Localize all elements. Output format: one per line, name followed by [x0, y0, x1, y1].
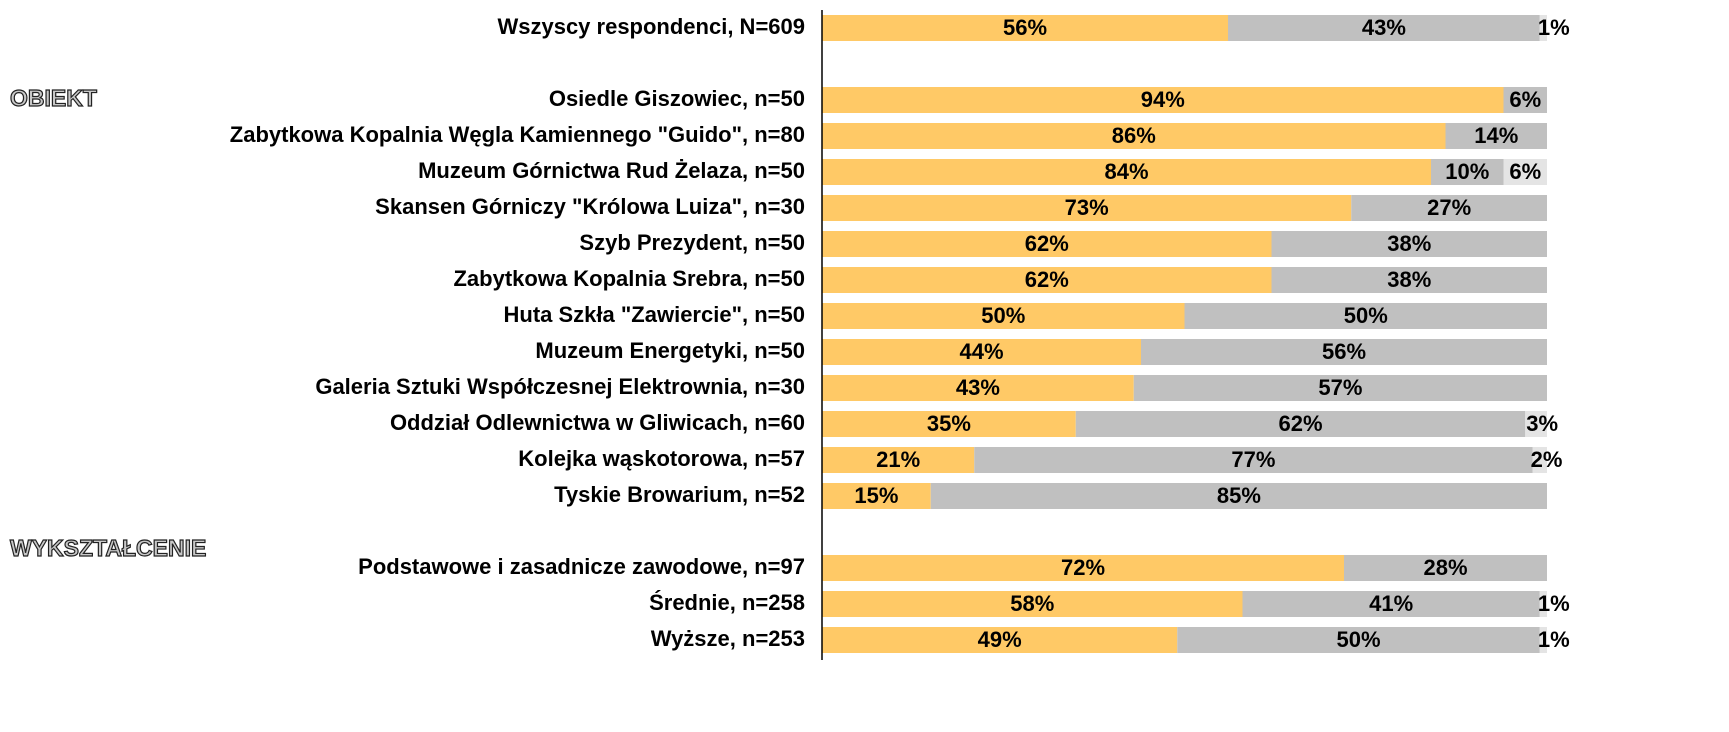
bar-segment — [822, 339, 1141, 365]
y-tick-label: Muzeum Górnictwa Rud Żelaza, n=50 — [418, 158, 805, 183]
bar-segment — [822, 15, 1228, 41]
bar-segment — [1177, 627, 1540, 653]
data-label: 62% — [1025, 267, 1069, 292]
bar-segment — [822, 231, 1272, 257]
bar-segment — [1075, 411, 1526, 437]
data-label: 57% — [1318, 375, 1362, 400]
y-tick-label: Tyskie Browarium, n=52 — [554, 482, 805, 507]
y-tick-label: Skansen Górniczy "Królowa Luiza", n=30 — [375, 194, 805, 219]
bar-segment — [822, 483, 931, 509]
data-label: 72% — [1061, 555, 1105, 580]
y-tick-label: Wszyscy respondenci, N=609 — [497, 14, 805, 39]
data-label: 85% — [1217, 483, 1261, 508]
data-label: 28% — [1423, 555, 1467, 580]
data-label: 27% — [1427, 195, 1471, 220]
y-tick-label: Galeria Sztuki Współczesnej Elektrownia,… — [315, 374, 805, 399]
data-label: 1% — [1538, 627, 1570, 652]
y-tick-label: Zabytkowa Kopalnia Węgla Kamiennego "Gui… — [230, 122, 805, 147]
bar-segment — [1445, 123, 1547, 149]
bar-segment — [1539, 15, 1547, 41]
bar-segment — [1351, 195, 1547, 221]
group-label: OBIEKT — [10, 85, 97, 111]
data-label: 62% — [1025, 231, 1069, 256]
data-label: 50% — [981, 303, 1025, 328]
y-tick-label: Wyższe, n=253 — [651, 626, 805, 651]
bar-segment — [822, 555, 1344, 581]
data-label: 35% — [927, 411, 971, 436]
bar-segment — [974, 447, 1533, 473]
bar-segment — [1532, 447, 1547, 473]
data-label: 94% — [1141, 87, 1185, 112]
y-tick-label: Szyb Prezydent, n=50 — [579, 230, 805, 255]
data-label: 10% — [1445, 159, 1489, 184]
data-label: 62% — [1278, 411, 1322, 436]
bar-segment — [1539, 591, 1547, 617]
bar-segment — [822, 159, 1431, 185]
bar-segment — [1525, 411, 1547, 437]
data-label: 41% — [1369, 591, 1413, 616]
bar-segment — [822, 447, 975, 473]
data-label: 14% — [1474, 123, 1518, 148]
data-label: 1% — [1538, 591, 1570, 616]
bar-segment — [822, 303, 1185, 329]
y-tick-label: Podstawowe i zasadnicze zawodowe, n=97 — [358, 554, 805, 579]
data-label: 49% — [978, 627, 1022, 652]
bar-segment — [1503, 87, 1547, 113]
bar-segment — [1271, 231, 1547, 257]
bar-segment — [1242, 591, 1540, 617]
bar-segment — [822, 627, 1178, 653]
bar-segment — [822, 267, 1272, 293]
data-label: 2% — [1531, 447, 1563, 472]
bar-segment — [1271, 267, 1547, 293]
group-label: WYKSZTAŁCENIE — [10, 535, 206, 561]
data-label: 56% — [1322, 339, 1366, 364]
data-label: 50% — [1344, 303, 1388, 328]
bar-segment — [1133, 375, 1547, 401]
bar-segment — [822, 591, 1243, 617]
data-label: 1% — [1538, 15, 1570, 40]
data-label: 43% — [956, 375, 1000, 400]
data-label: 38% — [1387, 231, 1431, 256]
y-tick-label: Zabytkowa Kopalnia Srebra, n=50 — [453, 266, 805, 291]
data-label: 86% — [1112, 123, 1156, 148]
bar-segment — [1539, 627, 1547, 653]
bar-segment — [822, 87, 1504, 113]
bar-segment — [822, 375, 1134, 401]
data-label: 56% — [1003, 15, 1047, 40]
bar-segment — [1141, 339, 1547, 365]
bar-segment — [930, 483, 1547, 509]
data-label: 58% — [1010, 591, 1054, 616]
bar-segment — [1228, 15, 1540, 41]
bar-segment — [1503, 159, 1547, 185]
data-label: 73% — [1065, 195, 1109, 220]
bar-segment — [1184, 303, 1547, 329]
y-tick-label: Średnie, n=258 — [649, 590, 805, 615]
data-label: 6% — [1509, 87, 1541, 112]
y-tick-label: Oddział Odlewnictwa w Gliwicach, n=60 — [390, 410, 805, 435]
bar-segment — [822, 195, 1352, 221]
bar-segment — [822, 411, 1076, 437]
data-label: 43% — [1362, 15, 1406, 40]
data-label: 38% — [1387, 267, 1431, 292]
data-label: 44% — [959, 339, 1003, 364]
y-tick-label: Kolejka wąskotorowa, n=57 — [518, 446, 805, 471]
data-label: 84% — [1104, 159, 1148, 184]
data-label: 21% — [876, 447, 920, 472]
y-tick-label: Osiedle Giszowiec, n=50 — [549, 86, 805, 111]
y-tick-label: Huta Szkła "Zawiercie", n=50 — [504, 302, 806, 327]
bar-segment — [822, 123, 1446, 149]
bar-segment — [1344, 555, 1547, 581]
data-label: 15% — [854, 483, 898, 508]
data-label: 3% — [1526, 411, 1558, 436]
y-tick-label: Muzeum Energetyki, n=50 — [535, 338, 805, 363]
data-label: 50% — [1336, 627, 1380, 652]
data-label: 6% — [1509, 159, 1541, 184]
bar-segment — [1431, 159, 1504, 185]
data-label: 77% — [1231, 447, 1275, 472]
